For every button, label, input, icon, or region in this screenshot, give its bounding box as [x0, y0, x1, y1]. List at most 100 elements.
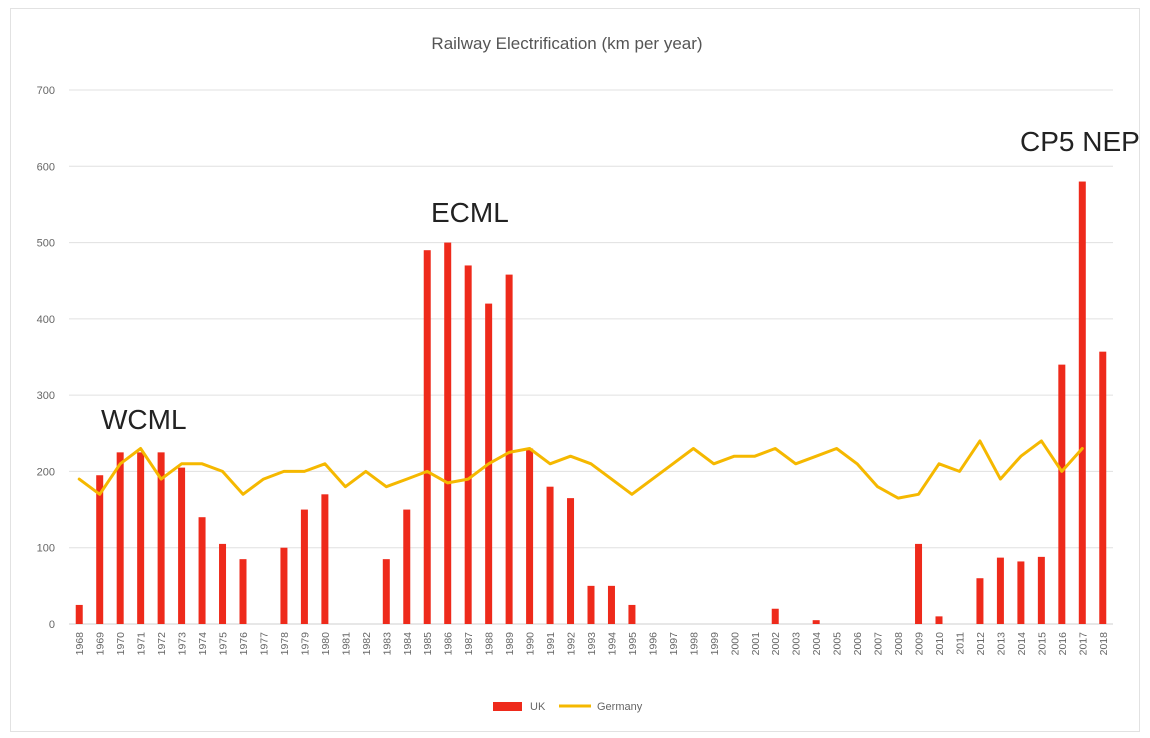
x-tick-label: 1980 [320, 632, 332, 656]
x-tick-label: 1981 [340, 632, 352, 656]
uk-bar-1991 [546, 486, 554, 624]
y-tick-label: 700 [37, 85, 55, 97]
y-axis-ticks: 0 100 200 300 400 500 600 700 [37, 85, 55, 631]
x-tick-label: 1996 [647, 632, 659, 656]
x-tick-label: 1979 [299, 632, 311, 656]
x-tick-label: 1998 [688, 632, 700, 656]
uk-bar-1974 [198, 517, 206, 624]
x-tick-label: 2018 [1098, 632, 1110, 656]
x-tick-label: 1968 [74, 632, 86, 656]
x-tick-label: 2015 [1036, 632, 1048, 656]
grid-lines [69, 89, 1113, 625]
x-tick-label: 1988 [484, 632, 496, 656]
x-tick-label: 1997 [668, 632, 680, 656]
uk-bar-1984 [403, 509, 411, 624]
uk-bar-1992 [567, 498, 575, 624]
uk-bar-1995 [628, 604, 636, 624]
x-tick-label: 2013 [995, 632, 1007, 656]
uk-bar-1990 [526, 448, 534, 624]
y-tick-label: 300 [37, 390, 55, 402]
x-tick-label: 1994 [606, 632, 618, 656]
legend-uk-label: UK [530, 701, 546, 713]
x-tick-label: 1969 [95, 632, 107, 656]
x-tick-label: 2000 [729, 632, 741, 656]
x-tick-label: 1987 [463, 632, 475, 656]
uk-bar-1985 [423, 250, 431, 624]
x-tick-label: 1989 [504, 632, 516, 656]
x-tick-label: 1995 [627, 632, 639, 656]
x-tick-label: 2006 [852, 632, 864, 656]
x-tick-label: 1971 [136, 632, 148, 656]
x-tick-label: 1992 [566, 632, 578, 656]
germany-line [77, 439, 1084, 500]
x-tick-label: 1970 [115, 632, 127, 656]
uk-bar-1983 [382, 559, 390, 624]
chart-canvas: Railway Electrification (km per year) 0 1… [37, 34, 1139, 713]
x-tick-label: 1976 [238, 632, 250, 656]
uk-bar-2010 [935, 616, 943, 624]
uk-bar-2016 [1058, 364, 1066, 624]
x-tick-label: 1982 [361, 632, 373, 656]
x-tick-label: 2003 [791, 632, 803, 656]
chart-title: Railway Electrification (km per year) [431, 34, 702, 53]
x-tick-label: 2008 [893, 632, 905, 656]
uk-bar-1986 [444, 242, 452, 625]
uk-bar-1993 [587, 585, 595, 624]
uk-bar-1979 [300, 509, 308, 624]
x-tick-label: 1985 [422, 632, 434, 656]
x-tick-label: 2007 [873, 632, 885, 656]
x-tick-label: 2014 [1016, 632, 1028, 656]
x-tick-label: 1977 [258, 632, 270, 656]
uk-bar-2013 [996, 557, 1004, 624]
y-tick-label: 400 [37, 314, 55, 326]
x-tick-label: 2002 [770, 632, 782, 656]
uk-bar-1971 [137, 452, 145, 624]
x-tick-label: 2017 [1077, 632, 1089, 656]
x-tick-label: 1974 [197, 632, 209, 656]
uk-bar-1980 [321, 494, 329, 624]
x-tick-label: 2012 [975, 632, 987, 656]
uk-bar-1975 [219, 543, 227, 624]
uk-bar-2004 [812, 620, 820, 624]
legend-germany-label: Germany [597, 701, 643, 713]
uk-bar-2002 [771, 608, 779, 624]
uk-bar-2017 [1078, 181, 1086, 625]
x-tick-label: 1990 [525, 632, 537, 656]
x-tick-label: 1978 [279, 632, 291, 656]
y-tick-label: 500 [37, 238, 55, 250]
x-tick-label: 2001 [750, 632, 762, 656]
uk-bar-1968 [75, 604, 83, 624]
uk-bars [75, 181, 1107, 625]
uk-bar-1994 [607, 585, 615, 624]
x-tick-label: 1993 [586, 632, 598, 656]
x-tick-label: 1999 [709, 632, 721, 656]
y-tick-label: 100 [37, 543, 55, 555]
chart-frame: Railway Electrification (km per year) 0 1… [10, 8, 1140, 732]
x-tick-label: 2005 [832, 632, 844, 656]
uk-bar-1969 [96, 475, 104, 624]
uk-bar-2014 [1017, 561, 1025, 624]
x-tick-label: 2009 [914, 632, 926, 656]
uk-bar-1989 [505, 274, 513, 624]
germany-line-group [77, 439, 1084, 500]
x-tick-label: 2010 [934, 632, 946, 656]
uk-bar-1972 [157, 452, 165, 624]
x-tick-label: 1983 [381, 632, 393, 656]
legend: UK Germany [493, 701, 643, 713]
x-tick-label: 2004 [811, 632, 823, 656]
legend-uk-swatch [493, 702, 522, 711]
uk-bar-1987 [464, 265, 472, 624]
annotation-cp5-nep: CP5 NEP [1020, 126, 1139, 157]
uk-bar-2015 [1037, 556, 1045, 624]
x-tick-label: 1991 [545, 632, 557, 656]
annotation-ecml: ECML [431, 197, 509, 228]
annotation-wcml: WCML [101, 404, 187, 435]
y-tick-label: 600 [37, 161, 55, 173]
x-axis-ticks: 1968 1969 1970 1971 1972 1973 1974 1975 1976 1977… [74, 632, 1110, 656]
y-tick-label: 200 [37, 466, 55, 478]
x-tick-label: 1984 [402, 632, 414, 656]
x-tick-label: 1972 [156, 632, 168, 656]
uk-bar-1970 [116, 452, 124, 624]
x-tick-label: 2016 [1057, 632, 1069, 656]
x-tick-label: 2011 [954, 632, 966, 655]
